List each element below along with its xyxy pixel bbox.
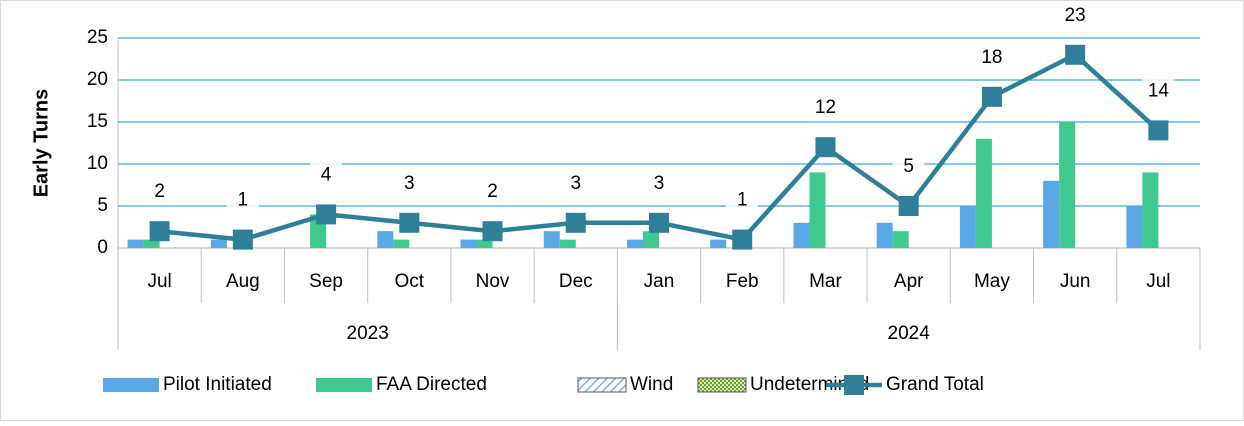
x-tick-label: Mar <box>809 271 842 292</box>
bar <box>210 239 227 248</box>
x-tick-label: Nov <box>476 271 510 292</box>
line <box>159 52 1160 242</box>
data-label-bg <box>143 179 176 206</box>
bar <box>959 206 976 248</box>
legend-label: Undetermined <box>750 374 869 395</box>
data-label-bg <box>559 170 592 197</box>
marker <box>399 212 420 233</box>
marker <box>649 212 669 233</box>
bar <box>377 231 394 248</box>
legend-swatch <box>844 375 864 395</box>
bar <box>1059 122 1076 248</box>
legend-label: Grand Total <box>886 374 984 395</box>
legend-swatch <box>103 378 159 392</box>
x-tick-label: Aug <box>226 271 260 292</box>
bar <box>143 239 160 248</box>
data-label-bg <box>726 187 759 214</box>
y-tick-label: 20 <box>87 69 108 90</box>
marker <box>482 221 503 242</box>
x-tick-label: Oct <box>395 271 425 292</box>
y-tick-label: 10 <box>87 153 108 174</box>
data-label-bg <box>226 187 259 214</box>
x-tick-label: Feb <box>726 271 759 292</box>
marker <box>149 221 170 242</box>
x-tick-label: Jul <box>1146 271 1170 292</box>
marker <box>898 196 919 216</box>
bar <box>1043 180 1060 248</box>
data-label: 1 <box>238 190 249 211</box>
bar <box>543 231 560 248</box>
y-tick-label: 5 <box>97 195 108 216</box>
x-tick-label: Sep <box>309 271 343 292</box>
data-label: 4 <box>321 164 332 185</box>
x-tick-label: Jul <box>147 271 171 292</box>
legend-swatch <box>697 377 747 393</box>
bar <box>975 138 992 248</box>
x-tick-label: Apr <box>894 271 924 292</box>
bar <box>460 239 477 248</box>
data-label: 2 <box>487 181 498 202</box>
bar <box>643 231 659 248</box>
bar <box>710 239 727 248</box>
data-label-bg <box>1059 2 1092 29</box>
x-tick-label: Jan <box>644 271 675 292</box>
bar <box>892 231 909 248</box>
y-tick-label: 15 <box>87 111 108 132</box>
y-tick-label: 0 <box>97 237 108 258</box>
data-label-bg <box>476 179 509 206</box>
legend-swatch <box>577 377 627 393</box>
bar <box>793 222 810 248</box>
x-tick-label: May <box>974 271 1010 292</box>
bar <box>627 239 643 248</box>
data-label: 3 <box>570 173 581 194</box>
group-label: 2024 <box>888 323 931 344</box>
marker <box>815 137 836 158</box>
x-tick-label: Dec <box>559 271 593 292</box>
data-label: 1 <box>737 190 748 211</box>
bar <box>809 172 826 248</box>
data-label: 5 <box>903 156 914 177</box>
data-label-bg <box>643 170 675 197</box>
data-label: 23 <box>1065 5 1086 26</box>
bar <box>476 239 493 248</box>
data-label-bg <box>310 162 343 189</box>
bar <box>393 239 410 248</box>
data-label-bg <box>809 95 842 122</box>
y-tick-label: 25 <box>87 27 108 48</box>
marker <box>232 229 253 250</box>
data-label: 14 <box>1148 80 1170 101</box>
data-label-bg <box>892 154 925 180</box>
marker <box>1065 44 1086 65</box>
marker <box>316 204 337 225</box>
legend-swatch <box>316 378 372 392</box>
data-label-bg <box>393 170 426 197</box>
data-label-bg <box>975 44 1008 71</box>
marker <box>981 86 1002 107</box>
bar <box>1126 206 1143 248</box>
legend-label: FAA Directed <box>376 374 487 395</box>
bar <box>876 222 893 248</box>
bar <box>127 239 144 248</box>
y-axis-label: Early Turns <box>30 89 52 198</box>
marker <box>565 212 586 233</box>
data-label: 3 <box>654 173 665 194</box>
data-label: 12 <box>815 97 836 118</box>
group-label: 2023 <box>347 323 389 344</box>
x-tick-label: Jun <box>1060 271 1091 292</box>
marker <box>1148 120 1169 141</box>
bar <box>559 239 576 248</box>
data-label-bg <box>1142 78 1175 105</box>
legend-label: Pilot Initiated <box>163 374 272 395</box>
data-label: 2 <box>154 181 165 202</box>
marker <box>732 229 753 250</box>
data-label: 3 <box>404 173 415 194</box>
bar <box>1142 172 1159 248</box>
legend-label: Wind <box>630 374 673 395</box>
data-label: 18 <box>981 47 1002 68</box>
